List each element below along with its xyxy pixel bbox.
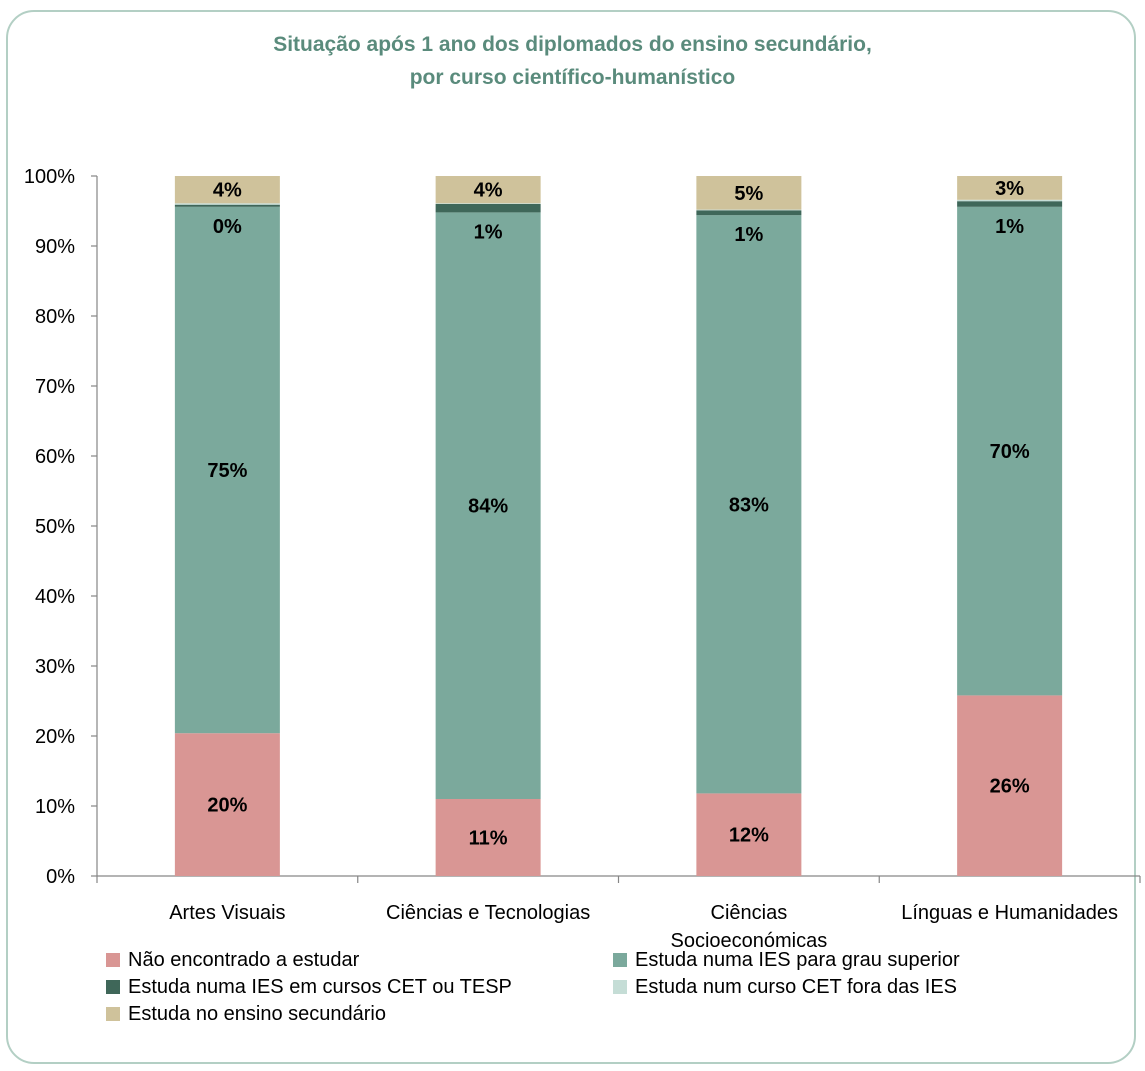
data-label: 1% xyxy=(474,221,503,243)
legend-label: Estuda no ensino secundário xyxy=(128,1003,386,1025)
chart-title: Situação após 1 ano dos diplomados do en… xyxy=(273,33,872,56)
bar-segment xyxy=(174,206,280,734)
bar-segment xyxy=(957,695,1063,876)
y-tick-label: 20% xyxy=(35,726,75,748)
legend-label: Estuda num curso CET fora das IES xyxy=(635,976,958,998)
data-label: 20% xyxy=(207,795,247,817)
data-label: 75% xyxy=(207,460,247,482)
x-tick-label: Socioeconómicas xyxy=(671,930,828,952)
bar-segment xyxy=(696,215,802,794)
bar-segment xyxy=(696,209,802,211)
data-label: 26% xyxy=(990,776,1030,798)
legend-item-ies-grau-superior: Estuda numa IES para grau superior xyxy=(613,948,960,972)
y-tick-label: 30% xyxy=(35,656,75,678)
y-tick-label: 60% xyxy=(35,446,75,468)
bar-segment xyxy=(957,201,1063,207)
y-tick-label: 90% xyxy=(35,236,75,258)
y-tick-label: 0% xyxy=(46,866,75,888)
data-label: 3% xyxy=(995,178,1024,200)
bar-segment xyxy=(957,206,1063,696)
x-tick-label: Artes Visuais xyxy=(169,902,285,924)
data-label: 12% xyxy=(729,825,769,847)
bar-segment xyxy=(957,199,1063,202)
data-label: 0% xyxy=(213,216,242,238)
legend-label: Estuda numa IES para grau superior xyxy=(635,949,960,971)
legend-item-ies-cet-tesp: Estuda numa IES em cursos CET ou TESP xyxy=(106,975,512,999)
legend-swatch xyxy=(106,1007,120,1021)
data-label: 84% xyxy=(468,496,508,518)
x-tick-label: Línguas e Humanidades xyxy=(901,902,1118,924)
bar-segment xyxy=(174,204,280,207)
x-tick-label: Ciências xyxy=(711,902,788,924)
data-label: 5% xyxy=(734,183,763,205)
legend-label: Estuda numa IES em cursos CET ou TESP xyxy=(128,976,512,998)
legend-swatch xyxy=(106,953,120,967)
data-label: 4% xyxy=(474,180,503,202)
y-tick-label: 40% xyxy=(35,586,75,608)
bar-segment xyxy=(696,210,802,216)
data-label: 11% xyxy=(469,828,508,850)
legend-swatch xyxy=(613,953,627,967)
bar-segment xyxy=(435,212,541,799)
legend-swatch xyxy=(613,980,627,994)
legend-item-nao-encontrado: Não encontrado a estudar xyxy=(106,948,359,972)
bar-segment xyxy=(435,204,541,213)
bar-segment xyxy=(435,203,541,204)
y-tick-label: 50% xyxy=(35,516,75,538)
bar-segment xyxy=(696,793,802,876)
data-label: 1% xyxy=(995,216,1024,238)
bar-segment xyxy=(435,176,541,204)
y-tick-label: 100% xyxy=(24,166,75,188)
y-tick-label: 80% xyxy=(35,306,75,328)
bar-segment xyxy=(435,799,541,876)
y-tick-label: 70% xyxy=(35,376,75,398)
data-label: 83% xyxy=(729,494,769,516)
bar-segment xyxy=(957,176,1063,200)
x-tick-label: Ciências e Tecnologias xyxy=(386,902,590,924)
legend-swatch xyxy=(106,980,120,994)
chart-title-block: Situação após 1 ano dos diplomados do en… xyxy=(0,28,1145,94)
bar-segment xyxy=(174,176,280,204)
y-tick-label: 10% xyxy=(35,796,75,818)
bar-segment xyxy=(174,203,280,205)
chart-subtitle: por curso científico-humanístico xyxy=(409,66,736,89)
bar-segment xyxy=(696,176,802,210)
bar-segment xyxy=(174,733,280,876)
data-label: 70% xyxy=(990,441,1030,463)
data-label: 1% xyxy=(734,224,763,246)
legend-item-ensino-secundario: Estuda no ensino secundário xyxy=(106,1002,386,1026)
legend-label: Não encontrado a estudar xyxy=(128,949,360,971)
data-label: 4% xyxy=(213,180,242,202)
legend-item-cet-fora-ies: Estuda num curso CET fora das IES xyxy=(613,975,957,999)
